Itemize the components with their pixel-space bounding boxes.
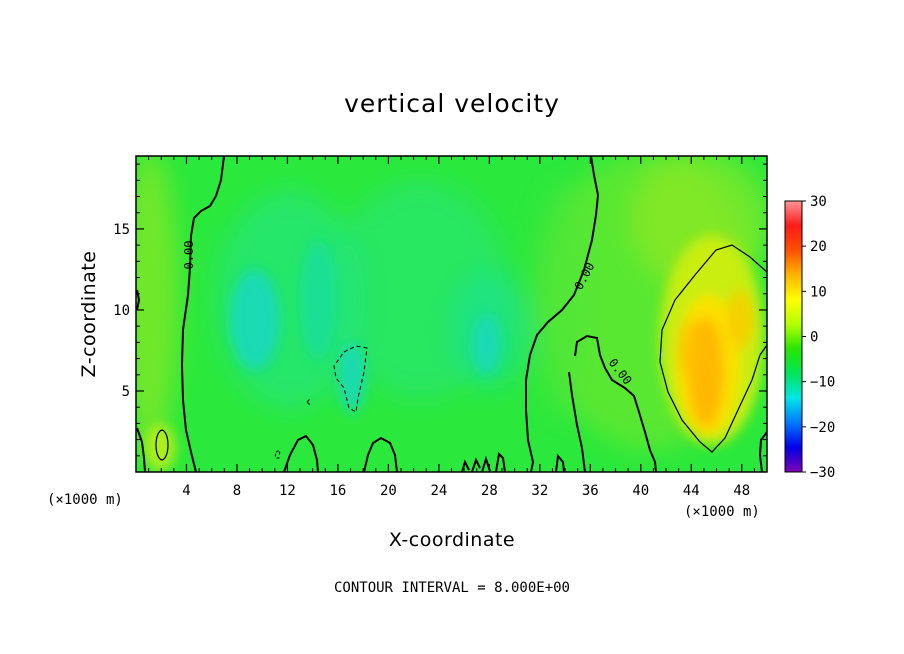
zero-contour-small-bumps — [461, 451, 565, 472]
colorbar-tick-label: 30 — [810, 194, 827, 210]
x-tick-label: 12 — [279, 483, 296, 499]
z-axis-title: Z-coordinate — [78, 251, 100, 378]
z-tick-label: 10 — [113, 303, 130, 319]
downdraft-core-west — [230, 270, 280, 370]
chart-title: vertical velocity — [344, 89, 560, 118]
x-tick-label: 40 — [632, 483, 649, 499]
colorbar-tick-label: 20 — [810, 239, 827, 255]
x-tick-label: 28 — [481, 483, 498, 499]
zero-contour-east-branch — [568, 371, 586, 472]
contour-8-west-cell — [155, 429, 169, 461]
field-detail-shading — [144, 235, 764, 472]
contour-label-west: 0.00 — [182, 241, 196, 270]
colorbar: 30 20 10 0 −10 −20 −30 — [784, 194, 835, 481]
contour-interval-note: CONTOUR INTERVAL = 8.000E+00 — [334, 580, 570, 596]
z-axis-ticks: 5 10 15 — [113, 163, 767, 457]
x-axis-title: X-coordinate — [389, 529, 515, 551]
contour-8-east-cell — [659, 244, 767, 453]
colorbar-ticks: 30 20 10 0 −10 −20 −30 — [802, 194, 835, 481]
colorbar-tick-label: −20 — [810, 420, 835, 436]
zero-contour-west — [180, 156, 225, 472]
downdraft-core-east — [473, 315, 501, 375]
x-tick-label: 44 — [683, 483, 700, 499]
velocity-field: 0.00 0.00 0.00 — [136, 156, 767, 472]
zero-contour-right-edge — [758, 431, 767, 472]
zero-contour-east — [574, 334, 657, 472]
x-tick-label: 16 — [329, 483, 346, 499]
z-tick-label: 15 — [113, 222, 130, 238]
colorbar-tick-label: 10 — [810, 284, 827, 300]
colorbar-gradient — [784, 200, 803, 473]
contour-minus-8-central — [333, 345, 368, 413]
colorbar-tick-label: 0 — [810, 330, 818, 346]
zero-contour-central-east — [525, 156, 600, 472]
contour-minus-8-small — [274, 398, 310, 459]
x-tick-label: 48 — [733, 483, 750, 499]
zero-contour-left-edge — [136, 427, 146, 472]
x-axis-ticks: 4 8 12 16 20 24 28 32 36 40 44 48 — [148, 156, 755, 499]
downdraft-core-central — [338, 343, 366, 413]
x-unit-label-left: (×1000 m) — [47, 492, 123, 508]
x-tick-label: 36 — [582, 483, 599, 499]
x-tick-label: 20 — [380, 483, 397, 499]
contour-lines — [136, 156, 767, 472]
colorbar-tick-label: −10 — [810, 375, 835, 391]
x-tick-label: 8 — [233, 483, 241, 499]
z-tick-label: 5 — [122, 384, 130, 400]
x-tick-label: 4 — [182, 483, 190, 499]
zero-contour-bump-1 — [283, 434, 319, 472]
zero-contour-bump-2 — [363, 436, 398, 472]
x-tick-label: 32 — [531, 483, 548, 499]
colorbar-tick-label: −30 — [810, 465, 835, 481]
x-unit-label-right: (×1000 m) — [684, 504, 760, 520]
x-tick-label: 24 — [430, 483, 447, 499]
